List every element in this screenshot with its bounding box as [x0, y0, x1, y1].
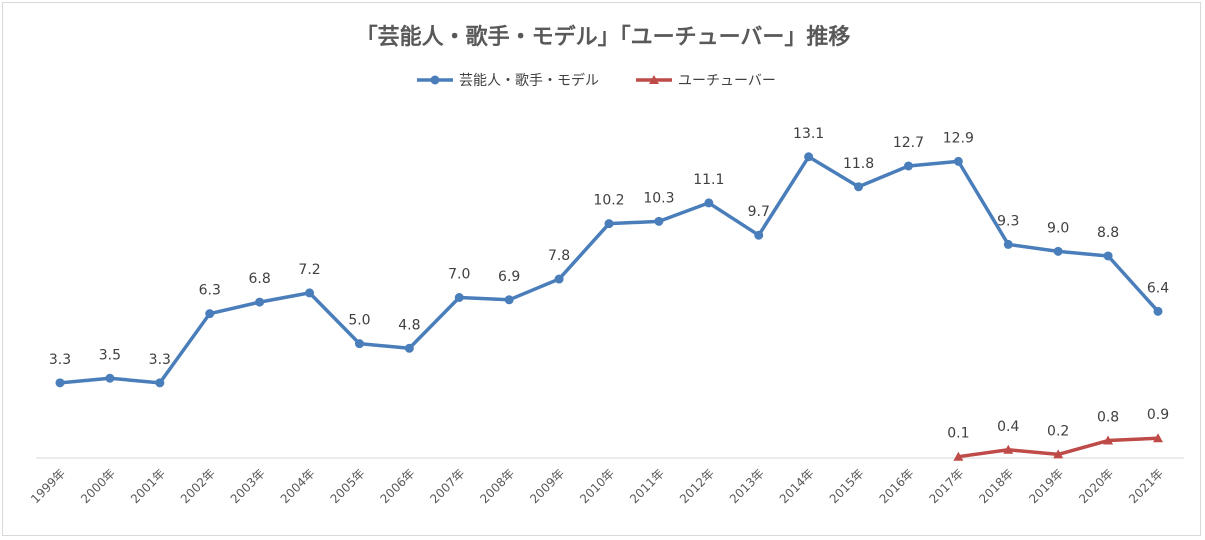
chart-title: 「芸能人・歌手・モデル」「ユーチューバー」推移 [356, 24, 851, 50]
x-tick-label: 2016年 [877, 466, 917, 506]
data-point [1003, 239, 1013, 249]
data-label: 0.1 [947, 426, 969, 442]
data-point [305, 288, 315, 298]
data-label: 7.8 [548, 248, 570, 264]
data-point [504, 295, 514, 305]
x-tick-label: 2006年 [378, 466, 418, 506]
data-point [1053, 449, 1064, 459]
data-label: 6.3 [199, 283, 221, 299]
data-point [255, 297, 265, 307]
data-point [55, 378, 65, 388]
data-label: 9.0 [1047, 220, 1069, 236]
legend-label: 芸能人・歌手・モデル [459, 72, 599, 89]
data-label: 12.7 [893, 135, 924, 151]
data-labels: 3.3 3.5 3.3 6.3 6.8 7.2 5.0 4.8 7.0 6.9 7.8 10.2 10.… [49, 126, 1169, 442]
x-tick-label: 2003年 [228, 466, 268, 506]
x-tick-label: 2010年 [577, 466, 617, 506]
data-point [155, 378, 165, 388]
x-tick-label: 2001年 [128, 466, 168, 506]
data-point [903, 161, 913, 171]
x-tick-labels: 1999年 2000年 2001年 2002年 2003年 2004年 2005年 2006年… [28, 466, 1166, 506]
x-tick-label: 2007年 [427, 466, 467, 506]
x-tick-label: 2021年 [1126, 466, 1166, 506]
data-point [554, 274, 564, 284]
data-label: 3.5 [99, 347, 121, 363]
data-point [604, 219, 614, 229]
x-tick-label: 2018年 [976, 466, 1016, 506]
data-label: 13.1 [793, 126, 824, 142]
data-label: 7.2 [298, 262, 320, 278]
data-label: 6.8 [249, 271, 271, 287]
data-point [854, 182, 864, 192]
x-tick-label: 2000年 [78, 466, 118, 506]
x-tick-label: 2009年 [527, 466, 567, 506]
series-markers [55, 152, 1163, 461]
x-tick-label: 2012年 [677, 466, 717, 506]
legend: 芸能人・歌手・モデル ユーチューバー [417, 72, 776, 89]
x-tick-label: 2013年 [727, 466, 767, 506]
data-point [404, 343, 414, 353]
data-label: 12.9 [943, 130, 974, 146]
x-tick-label: 2002年 [178, 466, 218, 506]
data-label: 0.8 [1097, 410, 1119, 426]
data-point [1153, 433, 1163, 443]
data-label: 0.4 [997, 419, 1019, 435]
data-label: 10.2 [593, 193, 624, 209]
data-point [105, 373, 115, 383]
data-label: 3.3 [149, 352, 171, 368]
data-point [1053, 246, 1063, 256]
data-label: 11.8 [843, 156, 874, 172]
data-point [354, 339, 364, 349]
data-point [953, 156, 963, 166]
series-line-0 [59, 155, 1160, 385]
data-label: 3.3 [49, 352, 71, 368]
legend-marker [430, 75, 440, 85]
data-label: 0.9 [1147, 407, 1169, 423]
x-tick-label: 2008年 [477, 466, 517, 506]
data-point [654, 216, 664, 226]
x-tick-label: 1999年 [28, 466, 68, 506]
data-label: 0.2 [1047, 423, 1069, 439]
data-label: 6.4 [1147, 280, 1169, 296]
legend-label: ユーチューバー [678, 73, 776, 89]
data-point [804, 152, 814, 162]
line-chart: 「芸能人・歌手・モデル」「ユーチューバー」推移 芸能人・歌手・モデル ユーチューバ… [28, 24, 1184, 506]
x-tick-label: 2004年 [278, 466, 318, 506]
data-label: 7.0 [448, 267, 470, 283]
data-point [1153, 306, 1163, 316]
x-tick-label: 2005年 [328, 466, 368, 506]
data-point [704, 198, 714, 208]
data-point [454, 293, 464, 302]
x-tick-label: 2011年 [627, 466, 667, 506]
x-tick-label: 2020年 [1076, 466, 1116, 506]
data-label: 9.3 [997, 213, 1019, 229]
data-point [953, 451, 964, 461]
data-label: 4.8 [398, 317, 420, 333]
data-point [205, 309, 215, 319]
data-label: 11.1 [693, 172, 724, 188]
data-label: 8.8 [1097, 225, 1119, 241]
data-label: 10.3 [643, 190, 674, 206]
x-tick-label: 2019年 [1026, 466, 1066, 506]
data-point [754, 230, 764, 240]
data-point [1003, 444, 1014, 454]
x-tick-label: 2014年 [777, 466, 817, 506]
data-point [1103, 435, 1114, 445]
data-label: 6.9 [498, 269, 520, 285]
legend-marker [649, 75, 659, 84]
data-label: 5.0 [348, 313, 370, 329]
data-point [1103, 251, 1113, 261]
x-tick-label: 2015年 [827, 466, 867, 506]
x-tick-label: 2017年 [927, 466, 967, 506]
data-label: 9.7 [748, 204, 770, 220]
